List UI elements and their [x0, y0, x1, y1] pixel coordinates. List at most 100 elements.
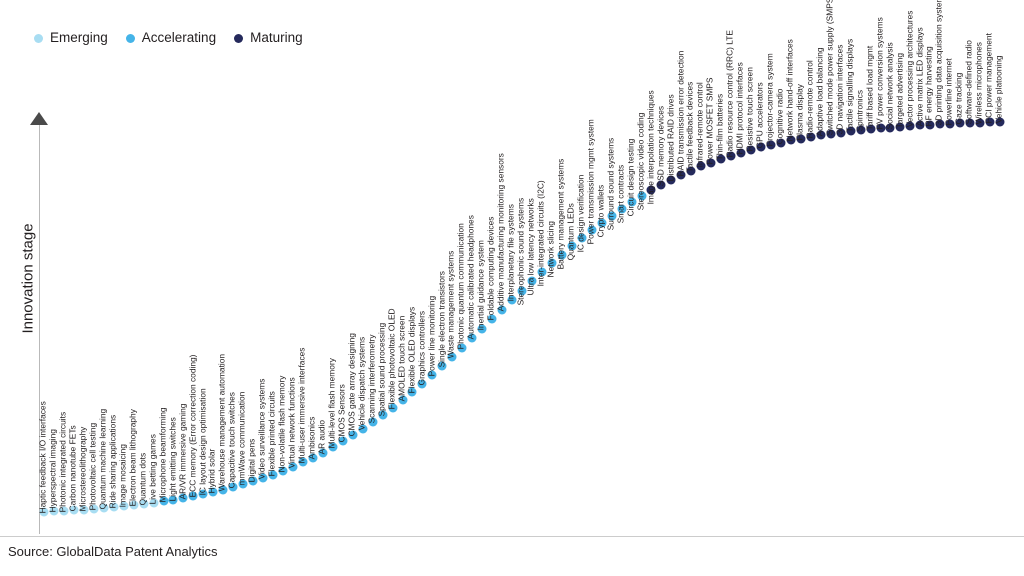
data-point[interactable]	[876, 123, 885, 133]
data-point[interactable]	[388, 403, 398, 413]
data-point[interactable]	[328, 442, 338, 452]
data-point[interactable]	[537, 267, 547, 277]
data-point[interactable]	[806, 132, 816, 142]
data-point[interactable]	[696, 161, 706, 171]
data-point[interactable]	[278, 466, 288, 476]
data-point[interactable]	[706, 158, 716, 168]
data-point[interactable]	[447, 352, 457, 362]
data-point[interactable]	[577, 233, 587, 243]
data-point[interactable]	[59, 506, 69, 516]
data-point[interactable]	[965, 118, 975, 128]
data-point[interactable]	[308, 453, 318, 463]
data-point[interactable]	[208, 487, 218, 497]
data-point[interactable]	[238, 479, 248, 489]
data-point[interactable]	[935, 119, 945, 129]
data-point[interactable]	[398, 395, 407, 405]
data-point[interactable]	[348, 430, 358, 440]
data-point[interactable]	[617, 204, 627, 214]
data-point[interactable]	[159, 496, 168, 506]
data-point[interactable]	[885, 123, 895, 132]
legend-item-emerging[interactable]: Emerging	[34, 31, 108, 45]
data-point[interactable]	[139, 499, 149, 509]
data-point[interactable]	[198, 489, 208, 499]
data-point[interactable]	[178, 493, 188, 503]
data-point[interactable]	[627, 197, 637, 207]
data-point[interactable]	[487, 314, 497, 324]
data-point[interactable]	[975, 118, 985, 128]
data-point[interactable]	[866, 124, 876, 134]
data-point[interactable]	[467, 333, 477, 343]
data-point[interactable]	[69, 505, 79, 515]
data-point[interactable]	[995, 117, 1005, 127]
data-point[interactable]	[338, 436, 348, 446]
data-point[interactable]	[368, 417, 378, 427]
data-point[interactable]	[497, 305, 507, 315]
data-point[interactable]	[746, 145, 756, 155]
legend-item-accelerating[interactable]: Accelerating	[125, 31, 216, 45]
data-point[interactable]	[597, 218, 607, 228]
data-point[interactable]	[905, 121, 915, 131]
data-point[interactable]	[856, 125, 866, 135]
data-point[interactable]	[129, 500, 139, 510]
data-point[interactable]	[417, 379, 427, 388]
data-point[interactable]	[527, 276, 537, 286]
data-point[interactable]	[188, 491, 198, 501]
data-point[interactable]	[258, 473, 268, 483]
data-point[interactable]	[587, 225, 597, 235]
legend-item-maturing[interactable]: Maturing	[234, 31, 303, 45]
data-point[interactable]	[607, 211, 617, 221]
data-point[interactable]	[407, 387, 417, 397]
data-point[interactable]	[268, 470, 278, 480]
data-point[interactable]	[716, 154, 726, 164]
data-point[interactable]	[726, 151, 736, 161]
data-point[interactable]	[766, 140, 776, 150]
data-point[interactable]	[557, 250, 567, 260]
data-point[interactable]	[945, 119, 955, 129]
data-point[interactable]	[646, 185, 656, 195]
data-point[interactable]	[786, 135, 796, 145]
data-point[interactable]	[437, 361, 447, 371]
data-point[interactable]	[985, 117, 995, 127]
data-point[interactable]	[248, 476, 258, 486]
data-point[interactable]	[915, 120, 925, 130]
data-point[interactable]	[756, 142, 766, 152]
data-point[interactable]	[925, 120, 935, 130]
data-point[interactable]	[89, 504, 99, 514]
data-point[interactable]	[149, 498, 159, 508]
data-point[interactable]	[168, 495, 178, 505]
data-point[interactable]	[228, 482, 238, 492]
data-point[interactable]	[427, 370, 437, 380]
data-point[interactable]	[457, 343, 467, 353]
data-point[interactable]	[547, 258, 557, 268]
data-point[interactable]	[79, 505, 89, 515]
data-point[interactable]	[637, 191, 646, 201]
data-point[interactable]	[846, 126, 856, 136]
data-point[interactable]	[955, 118, 965, 128]
data-point[interactable]	[686, 166, 696, 176]
data-point[interactable]	[836, 128, 846, 138]
data-point[interactable]	[298, 457, 308, 467]
data-point[interactable]	[776, 138, 786, 148]
data-point[interactable]	[895, 122, 905, 132]
data-point[interactable]	[318, 448, 328, 458]
data-point[interactable]	[378, 410, 388, 420]
data-point[interactable]	[567, 241, 577, 251]
data-point[interactable]	[666, 175, 676, 185]
data-point[interactable]	[119, 501, 129, 511]
data-point[interactable]	[477, 324, 487, 334]
data-point[interactable]	[358, 424, 368, 434]
data-point[interactable]	[99, 503, 109, 513]
data-point[interactable]	[676, 170, 686, 180]
data-point[interactable]	[288, 462, 298, 472]
data-point[interactable]	[39, 507, 49, 517]
data-point[interactable]	[826, 129, 836, 139]
data-point[interactable]	[109, 502, 119, 512]
data-point[interactable]	[507, 295, 517, 305]
data-point[interactable]	[816, 130, 826, 140]
data-point[interactable]	[49, 506, 59, 516]
data-point[interactable]	[517, 286, 527, 296]
data-point[interactable]	[656, 180, 666, 190]
data-point[interactable]	[736, 148, 746, 158]
data-point[interactable]	[796, 134, 806, 144]
data-point[interactable]	[218, 485, 228, 495]
